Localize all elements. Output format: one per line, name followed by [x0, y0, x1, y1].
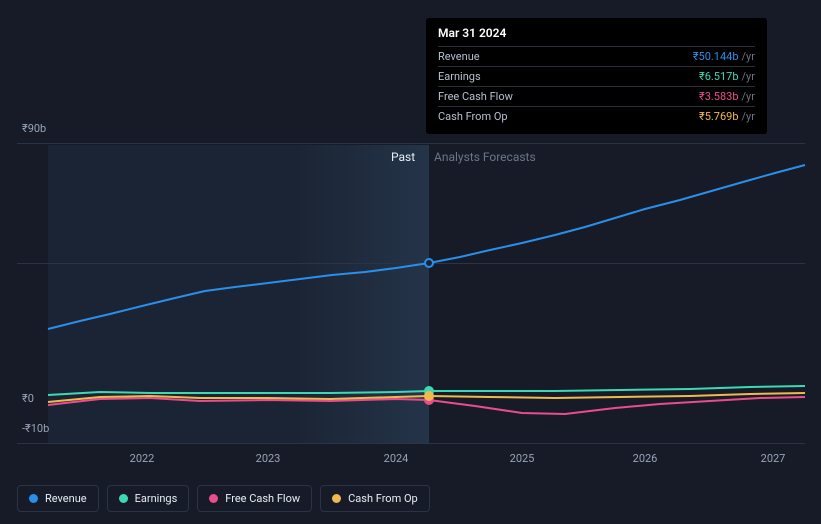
gridline	[17, 263, 805, 264]
tooltip-metric-label: Free Cash Flow	[438, 90, 513, 103]
tooltip-row: Earnings ₹6.517b/yr	[438, 66, 755, 86]
x-axis-tick-label: 2026	[633, 452, 658, 465]
past-shaded-region	[48, 145, 429, 443]
y-axis-tick-label: -₹10b	[22, 422, 49, 435]
legend-dot-icon	[209, 494, 218, 503]
tooltip-metric-value: ₹6.517b/yr	[699, 70, 755, 83]
legend-dot-icon	[119, 494, 128, 503]
tooltip-row: Revenue ₹50.144b/yr	[438, 46, 755, 66]
tooltip-row: Free Cash Flow ₹3.583b/yr	[438, 86, 755, 106]
gridline	[17, 143, 805, 144]
legend-item-revenue[interactable]: Revenue	[17, 485, 99, 512]
legend-label: Earnings	[135, 492, 178, 505]
legend-item-fcf[interactable]: Free Cash Flow	[197, 485, 312, 512]
legend-dot-icon	[29, 494, 38, 503]
data-tooltip: Mar 31 2024 Revenue ₹50.144b/yr Earnings ₹6…	[426, 18, 767, 134]
forecast-label: Analysts Forecasts	[434, 150, 536, 164]
gridline	[17, 443, 805, 444]
tooltip-date: Mar 31 2024	[438, 26, 755, 40]
tooltip-row: Cash From Op ₹5.769b/yr	[438, 106, 755, 126]
tooltip-metric-label: Revenue	[438, 50, 480, 63]
x-axis-tick-label: 2023	[256, 452, 281, 465]
past-label: Past	[391, 150, 415, 164]
tooltip-metric-label: Earnings	[438, 70, 481, 83]
legend-item-earnings[interactable]: Earnings	[107, 485, 190, 512]
x-axis-tick-label: 2024	[384, 452, 409, 465]
tooltip-metric-value: ₹5.769b/yr	[699, 110, 755, 123]
tooltip-metric-value: ₹3.583b/yr	[699, 90, 755, 103]
tooltip-metric-value: ₹50.144b/yr	[693, 50, 755, 63]
legend-label: Revenue	[45, 492, 87, 505]
y-axis-tick-label: ₹0	[22, 392, 34, 405]
legend-item-cfo[interactable]: Cash From Op	[320, 485, 430, 512]
y-axis-tick-label: ₹90b	[22, 122, 46, 135]
x-axis-tick-label: 2025	[510, 452, 535, 465]
x-axis-tick-label: 2022	[130, 452, 155, 465]
x-axis-tick-label: 2027	[761, 452, 786, 465]
legend-label: Cash From Op	[348, 492, 418, 505]
legend-label: Free Cash Flow	[225, 492, 300, 505]
tooltip-metric-label: Cash From Op	[438, 110, 508, 123]
legend: Revenue Earnings Free Cash Flow Cash From O…	[17, 485, 430, 512]
legend-dot-icon	[332, 494, 341, 503]
